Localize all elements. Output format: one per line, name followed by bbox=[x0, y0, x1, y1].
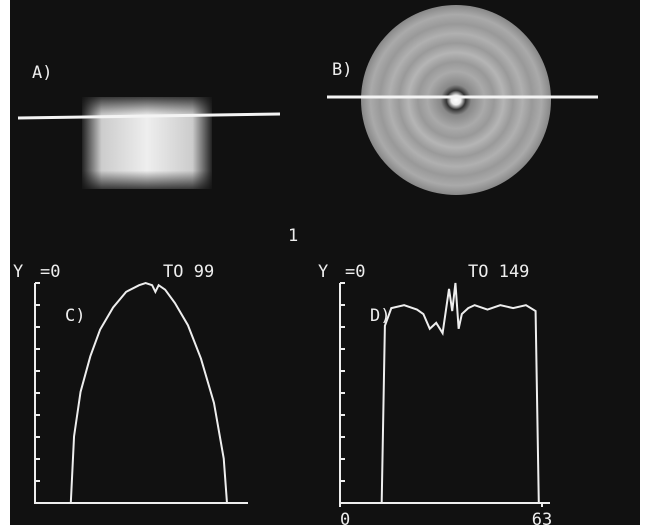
x-tick-label: 0 bbox=[340, 510, 350, 530]
y-range-end: TO 149 bbox=[468, 262, 529, 282]
figure-number: 1 bbox=[288, 226, 298, 246]
image-b bbox=[327, 5, 598, 195]
image-a bbox=[17, 97, 281, 189]
x-tick-label: 63 bbox=[532, 510, 552, 530]
profile-line bbox=[340, 282, 542, 504]
y-range-start: =0 bbox=[40, 262, 60, 282]
profile-line bbox=[35, 281, 240, 504]
panel-label: B) bbox=[332, 60, 352, 80]
plot-label: D) bbox=[370, 306, 390, 326]
y-axis-label: Y bbox=[13, 262, 23, 282]
plot-label: C) bbox=[65, 306, 85, 326]
y-range-end: TO 99 bbox=[163, 262, 214, 282]
panel-label: A) bbox=[32, 63, 52, 83]
y-range-start: =0 bbox=[345, 262, 365, 282]
y-axis-label: Y bbox=[318, 262, 328, 282]
